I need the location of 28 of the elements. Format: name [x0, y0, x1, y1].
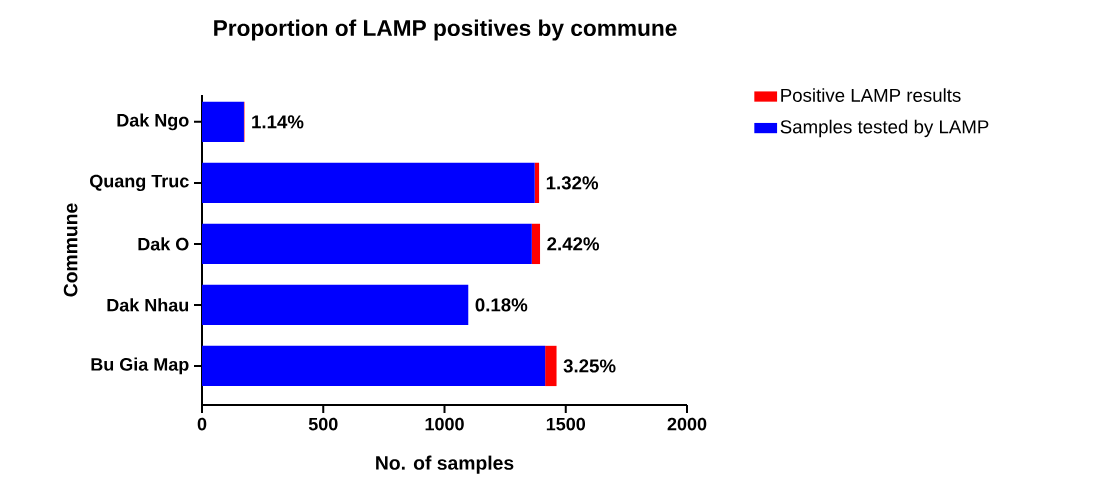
- x-tick-label: 1500: [546, 417, 586, 431]
- bar: [202, 345, 546, 387]
- annotation: 2.42%: [547, 237, 600, 251]
- y-tick-label: Bu Gia Map: [91, 357, 189, 375]
- bar: [202, 162, 535, 204]
- bar: [202, 223, 532, 265]
- annotation: 1.32%: [546, 176, 599, 190]
- bar: [202, 101, 244, 142]
- bar: [202, 284, 469, 326]
- bar: [531, 223, 541, 265]
- y-tick-label: Dak Ngo: [117, 113, 189, 131]
- y-axis-title: Commune: [63, 203, 78, 297]
- x-tick-label: 500: [308, 417, 338, 431]
- x-tick-label: 2000: [667, 417, 707, 431]
- annotation: 0.18%: [475, 298, 528, 312]
- bar: [534, 162, 540, 204]
- chart-title: Proportion of LAMP positives by commune: [214, 19, 677, 41]
- x-tick-label: 0: [197, 417, 207, 431]
- bar: [545, 345, 557, 387]
- x-axis-title: No. of samples: [376, 455, 514, 474]
- legend-label: Positive LAMP results: [781, 88, 961, 102]
- annotation: 1.14%: [252, 115, 304, 129]
- x-tick-label: 1000: [425, 417, 464, 431]
- legend-label: Samples tested by LAMP: [780, 119, 989, 138]
- y-tick-label: Dak O: [138, 237, 189, 251]
- y-tick-label: Quang Truc: [90, 174, 189, 192]
- annotation: 3.25%: [563, 359, 616, 373]
- y-tick-label: Dak Nhau: [107, 298, 189, 312]
